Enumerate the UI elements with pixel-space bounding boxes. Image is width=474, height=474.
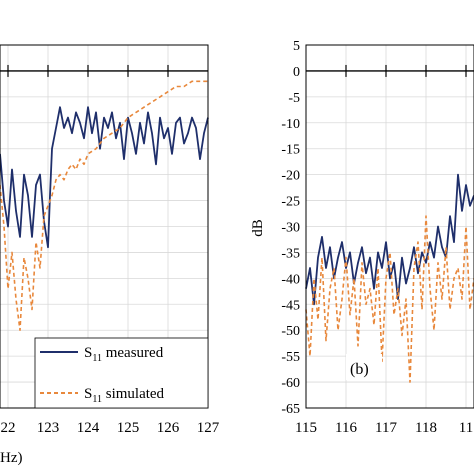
x-tick-label: 127 — [197, 420, 220, 436]
y-tick-label: -15 — [281, 143, 300, 158]
y-tick-label: -50 — [281, 324, 300, 339]
panel-b-plot-frame — [305, 44, 474, 409]
panel-a-legend: S11 measured S11 simulated — [34, 337, 209, 409]
legend-label-simulated: S11 simulated — [84, 386, 165, 405]
y-tick-label: -30 — [281, 221, 300, 236]
panel-a-x-tick-labels: 22 123 124 125 126 127 — [1, 420, 220, 436]
x-tick-label: 125 — [117, 420, 140, 436]
x-tick-label: 117 — [375, 420, 397, 436]
y-tick-label: 5 — [293, 39, 300, 54]
y-tick-label: -25 — [281, 195, 300, 210]
x-tick-label: 116 — [335, 420, 357, 436]
x-tick-label: 22 — [1, 420, 16, 436]
x-tick-label: 115 — [295, 420, 317, 436]
panel-b-series — [305, 173, 474, 383]
x-tick-label: 126 — [157, 420, 180, 436]
panel-b-y-tick-labels: 5 0 -5 -10 -15 -20 -25 -30 -35 -40 -45 -50 -55 -60 -65 — [281, 39, 300, 417]
panel-b-zero-axis-ticks — [345, 64, 467, 77]
panel-b-x-tick-labels: 115 116 117 118 11 — [295, 420, 473, 436]
series-line-measured — [0, 106, 209, 249]
chart-panel-b: 5 0 -5 -10 -15 -20 -25 -30 -35 -40 -45 -50 -55 -60 -65… — [250, 39, 474, 436]
legend-box — [34, 337, 209, 409]
panel-b-label: (b) — [350, 361, 369, 378]
y-tick-label: -5 — [288, 91, 300, 106]
y-tick-label: -40 — [281, 272, 300, 287]
y-tick-label: -10 — [281, 117, 300, 132]
y-tick-label: 0 — [293, 65, 300, 80]
y-tick-label: -65 — [281, 402, 300, 417]
x-tick-label: 118 — [415, 420, 437, 436]
y-tick-label: -35 — [281, 246, 300, 261]
legend-label-measured: S11 measured — [84, 345, 164, 364]
y-tick-label: -60 — [281, 376, 300, 391]
panel-a-series — [0, 80, 209, 332]
panel-b-label-background — [346, 354, 382, 380]
x-tick-label: 11 — [459, 420, 473, 436]
series-line-simulated — [0, 80, 208, 332]
x-tick-label: 124 — [77, 420, 100, 436]
y-tick-label: -45 — [281, 298, 300, 313]
panel-a-x-axis-label: Hz) — [0, 450, 23, 466]
x-tick-label: 123 — [37, 420, 60, 436]
chart-panel-a: 22 123 124 125 126 127 Hz) S11 measured S11 s… — [0, 44, 220, 466]
y-tick-label: -55 — [281, 350, 300, 365]
y-tick-label: -20 — [281, 169, 300, 184]
panel-b-y-axis-label: dB — [250, 219, 266, 237]
